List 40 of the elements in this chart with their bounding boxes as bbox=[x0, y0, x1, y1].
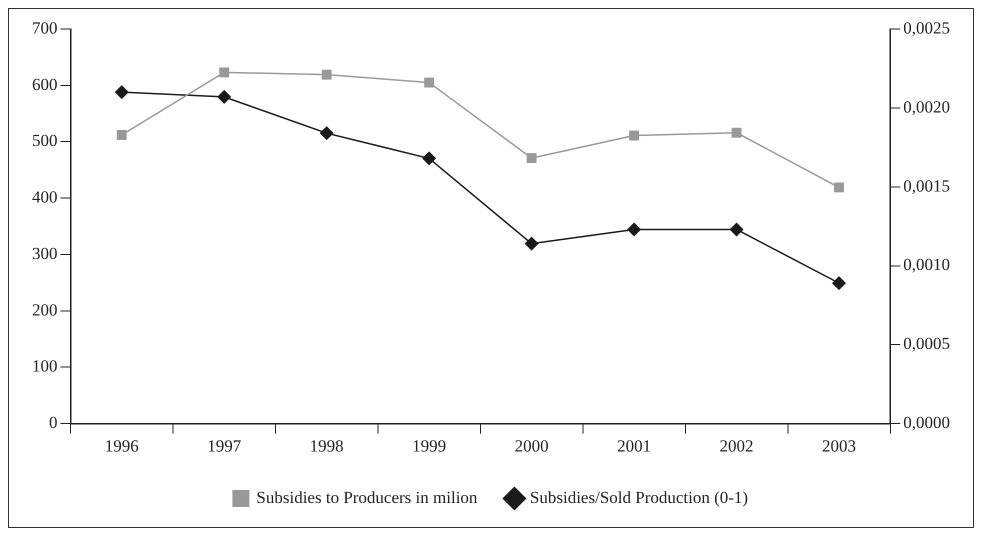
x-tick-label: 2002 bbox=[720, 436, 754, 456]
y-tick-label: 300 bbox=[32, 244, 58, 263]
x-tick-label: 2001 bbox=[617, 436, 652, 456]
x-tick-label: 1997 bbox=[207, 436, 242, 456]
point bbox=[732, 128, 742, 138]
point bbox=[322, 70, 332, 80]
y-tick-label: 400 bbox=[32, 188, 58, 207]
point bbox=[217, 90, 232, 104]
legend-label: Subsidies/Sold Production (0-1) bbox=[530, 488, 748, 507]
x-tick-label: 2003 bbox=[822, 436, 856, 456]
y-tick-label: 700 bbox=[32, 18, 58, 38]
point bbox=[219, 67, 230, 78]
y-tick-label: 0 bbox=[49, 413, 58, 432]
point bbox=[627, 222, 642, 236]
point bbox=[114, 85, 129, 100]
y2-tick-label: 0,0005 bbox=[903, 334, 950, 354]
y-tick-label: 500 bbox=[32, 131, 58, 150]
x-tick-label: 1999 bbox=[412, 436, 446, 456]
x-tick-label: 1996 bbox=[104, 436, 139, 456]
point bbox=[424, 78, 434, 88]
point bbox=[526, 153, 537, 164]
x-tick-label: 1998 bbox=[310, 436, 344, 456]
y2-tick-label: 0,0020 bbox=[903, 97, 950, 116]
point bbox=[730, 222, 744, 236]
point bbox=[116, 130, 127, 140]
y2-tick-label: 0,0000 bbox=[903, 413, 950, 432]
x-tick-label: 2000 bbox=[514, 436, 549, 456]
y-tick-label: 200 bbox=[32, 300, 58, 320]
point bbox=[422, 151, 436, 166]
y2-tick-label: 0,0015 bbox=[903, 176, 950, 196]
y-tick-label: 600 bbox=[32, 74, 58, 94]
y2-tick-label: 0,0010 bbox=[903, 255, 950, 274]
legend-label: Subsidies to Producers in milion bbox=[256, 488, 478, 507]
point bbox=[320, 126, 334, 140]
y-tick-label: 100 bbox=[32, 356, 58, 376]
point bbox=[832, 276, 846, 290]
point bbox=[629, 130, 640, 140]
point bbox=[834, 182, 844, 192]
y2-tick-label: 0,0025 bbox=[903, 18, 950, 38]
point bbox=[524, 236, 539, 251]
